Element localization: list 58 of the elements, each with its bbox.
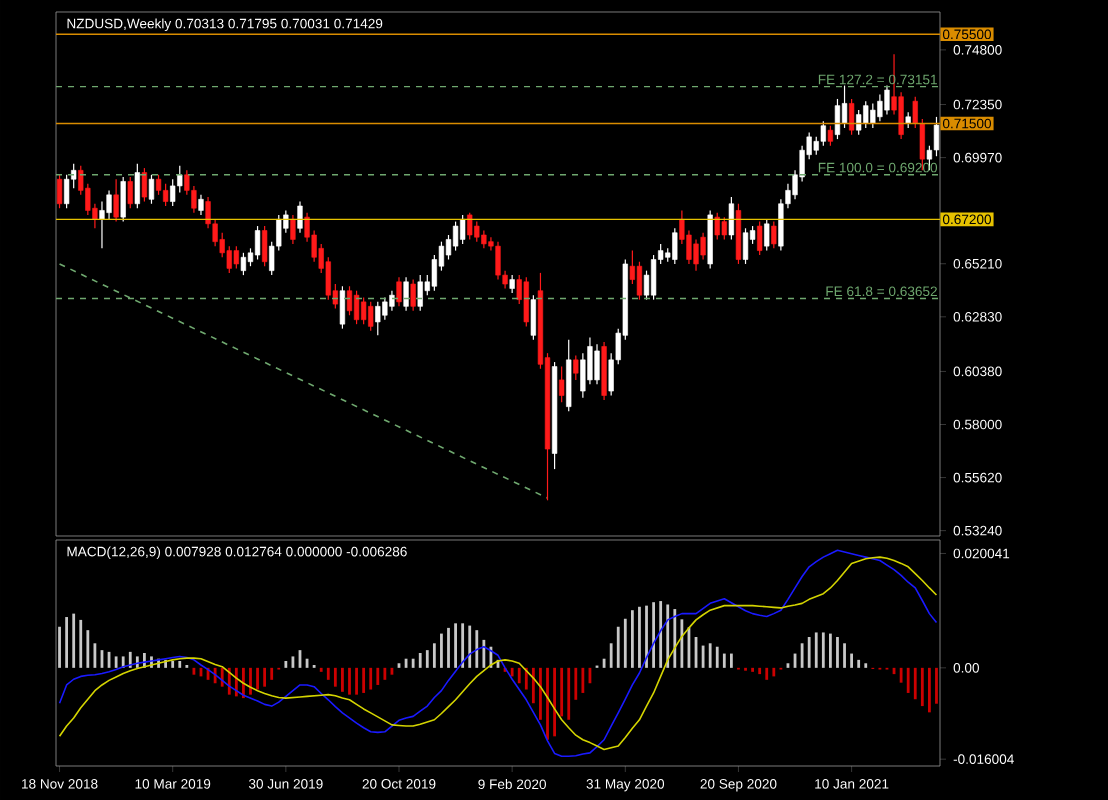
candlestick: [113, 178, 119, 223]
candlestick: [884, 84, 890, 116]
candlestick: [148, 174, 155, 205]
candlestick: [452, 221, 459, 252]
candlestick: [742, 227, 749, 265]
candlestick: [134, 163, 140, 209]
candlestick: [820, 120, 826, 147]
candlestick: [495, 241, 501, 281]
candlestick: [375, 301, 381, 336]
candlestick: [877, 93, 883, 122]
candlestick: [403, 276, 409, 312]
candlestick: [460, 214, 466, 245]
candlestick: [848, 98, 855, 136]
candlestick: [396, 276, 402, 307]
candlestick: [417, 274, 423, 312]
candlestick: [127, 176, 133, 209]
candlestick: [834, 98, 841, 140]
candlestick: [382, 296, 388, 321]
candlestick: [120, 176, 126, 223]
candlestick: [721, 216, 727, 241]
candlestick: [559, 365, 565, 403]
candlestick: [870, 102, 876, 129]
candlestick: [523, 276, 529, 327]
candlestick: [254, 225, 261, 261]
candlestick: [368, 301, 374, 332]
candlestick: [240, 252, 247, 276]
candlestick: [863, 100, 869, 129]
candlestick: [827, 125, 834, 147]
candlestick: [841, 84, 848, 129]
candlestick: [566, 339, 572, 412]
candlestick: [771, 221, 777, 249]
candlestick: [764, 218, 770, 252]
candlestick: [56, 174, 63, 209]
candlestick: [198, 194, 204, 216]
candlestick: [389, 290, 395, 312]
candlestick: [693, 238, 699, 272]
candlestick: [467, 212, 473, 241]
candlestick: [290, 214, 296, 245]
candlestick: [233, 245, 239, 270]
candlestick: [162, 183, 169, 207]
candlestick: [672, 227, 678, 265]
candlestick: [141, 167, 148, 203]
candlestick: [757, 221, 763, 256]
candlestick: [594, 343, 600, 385]
candlestick: [410, 278, 416, 312]
candlestick: [361, 296, 367, 325]
candlestick: [714, 212, 720, 241]
candlestick: [728, 196, 735, 241]
candlestick: [346, 285, 353, 316]
candlestick: [177, 165, 183, 194]
candlestick: [297, 200, 303, 234]
candlestick: [530, 294, 536, 341]
candlestick: [353, 290, 360, 325]
candlestick: [474, 221, 480, 243]
candlestick: [856, 109, 862, 136]
candlestick: [262, 225, 268, 267]
candlestick: [573, 354, 579, 381]
candlestick: [339, 285, 346, 330]
